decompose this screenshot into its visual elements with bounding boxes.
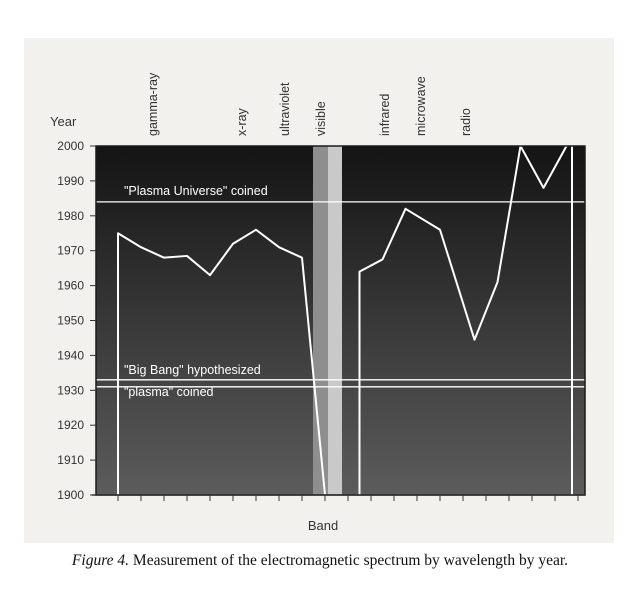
series-group xyxy=(117,145,573,496)
series-line-left xyxy=(117,228,326,496)
y-tick-label: 2000 xyxy=(57,139,84,153)
reference-lines: "Plasma Universe" coined "Big Bang" hypot… xyxy=(96,184,585,399)
y-tick-label: 1970 xyxy=(57,244,84,258)
band-label-microwave: microwave xyxy=(414,76,428,136)
band-labels: gamma-ray x-ray ultraviolet visible infrared… xyxy=(146,72,473,136)
y-axis-title: Year xyxy=(50,114,77,129)
y-axis: 2000 1990 1980 1970 1960 1950 1940 1930 1920 1910… xyxy=(57,139,585,502)
y-tick-label: 1920 xyxy=(57,418,84,432)
y-tick-label: 1930 xyxy=(57,383,84,397)
figure-caption: Figure 4. Measurement of the electromagn… xyxy=(0,552,640,570)
reference-line-label: "Plasma Universe" coined xyxy=(124,184,268,198)
band-label-radio: radio xyxy=(459,108,473,136)
series-line-right xyxy=(358,145,568,495)
reference-line-label: "Big Bang" hypothesized xyxy=(124,363,261,377)
y-tick-label: 1940 xyxy=(57,348,84,362)
band-label-infrared: infrared xyxy=(378,94,392,136)
y-tick-label: 1990 xyxy=(57,174,84,188)
x-ticks xyxy=(117,495,579,501)
x-axis-title: Band xyxy=(308,518,338,533)
y-tick-label: 1980 xyxy=(57,209,84,223)
caption-text: Measurement of the electromagnetic spect… xyxy=(129,552,569,569)
band-label-visible: visible xyxy=(314,101,328,136)
y-tick-label: 1950 xyxy=(57,314,84,328)
band-label-x-ray: x-ray xyxy=(235,107,249,136)
band-label-gamma-ray: gamma-ray xyxy=(146,72,160,136)
y-tick-label: 1910 xyxy=(57,453,84,467)
band-label-ultraviolet: ultraviolet xyxy=(278,82,292,136)
y-tick-label: 1960 xyxy=(57,279,84,293)
chart: "Plasma Universe" coined "Big Bang" hypot… xyxy=(50,72,586,533)
y-tick-label: 1900 xyxy=(57,488,84,502)
reference-line-label: "plasma" coined xyxy=(124,385,214,399)
caption-label: Figure 4. xyxy=(71,552,130,569)
